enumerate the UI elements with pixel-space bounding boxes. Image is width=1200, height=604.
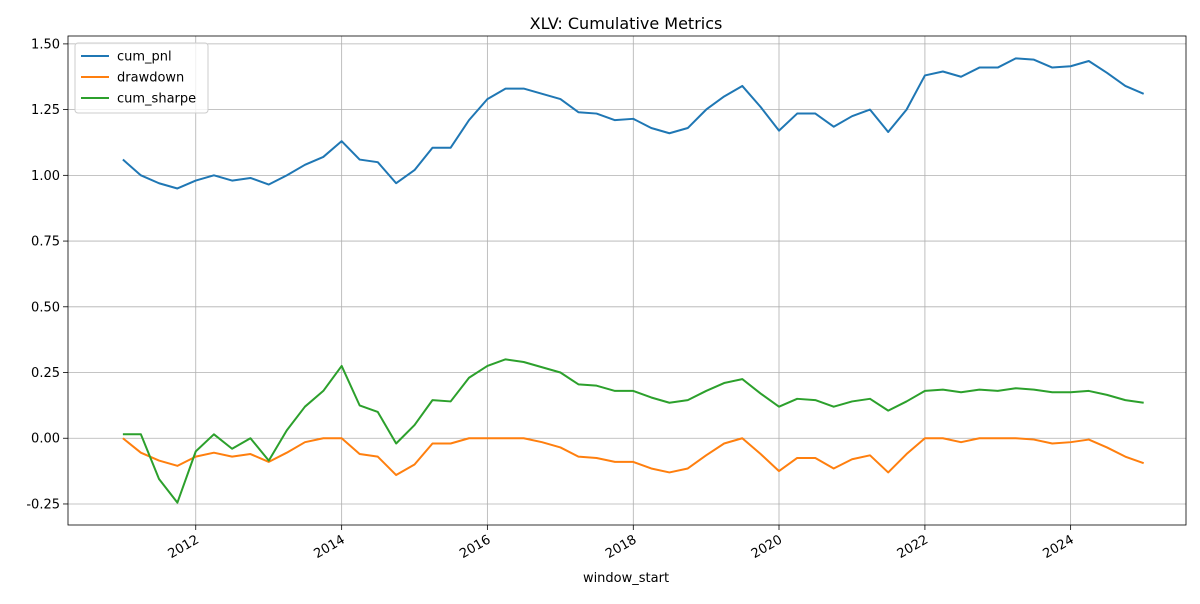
- legend-label: cum_pnl: [117, 50, 172, 65]
- x-tick-label: 2014: [312, 532, 348, 562]
- grid-lines: [68, 36, 1186, 525]
- series-line-cum_sharpe: [122, 358, 1144, 504]
- series-line-drawdown: [122, 437, 1145, 477]
- x-tick-label: 2016: [457, 532, 493, 562]
- legend-label: drawdown: [117, 71, 184, 86]
- y-tick-label: -0.25: [26, 497, 60, 512]
- y-tick-label: 0.25: [31, 366, 60, 381]
- x-axis-label: window_start: [583, 571, 669, 586]
- x-tick-label: 2018: [603, 532, 639, 562]
- legend-box: [74, 42, 209, 114]
- x-tick-label: 2022: [895, 532, 931, 562]
- y-tick-label: 0.75: [31, 235, 60, 250]
- y-tick-label: 1.50: [31, 37, 60, 52]
- y-tick-label: 1.00: [31, 169, 60, 184]
- x-axis: 2012 2014 2016 2018 2020 2022 2024: [166, 525, 1077, 562]
- x-tick-label: 2020: [749, 532, 785, 562]
- y-tick-label: 0.00: [31, 432, 60, 447]
- legend-label: cum_sharpe: [117, 92, 196, 107]
- x-tick-label: 2012: [166, 532, 202, 562]
- series-lines: [122, 57, 1145, 504]
- legend: cum_pnl drawdown cum_sharpe: [74, 42, 209, 114]
- y-tick-label: 1.25: [31, 103, 60, 118]
- chart-title: XLV: Cumulative Metrics: [530, 14, 723, 33]
- series-line-cum_pnl: [122, 57, 1145, 190]
- plot-area-frame: [67, 35, 1187, 526]
- x-tick-label: 2024: [1040, 532, 1076, 562]
- y-tick-label: 0.50: [31, 300, 60, 315]
- y-axis: -0.25 0.00 0.25 0.50 0.75 1.00 1.25 1.50: [26, 37, 68, 512]
